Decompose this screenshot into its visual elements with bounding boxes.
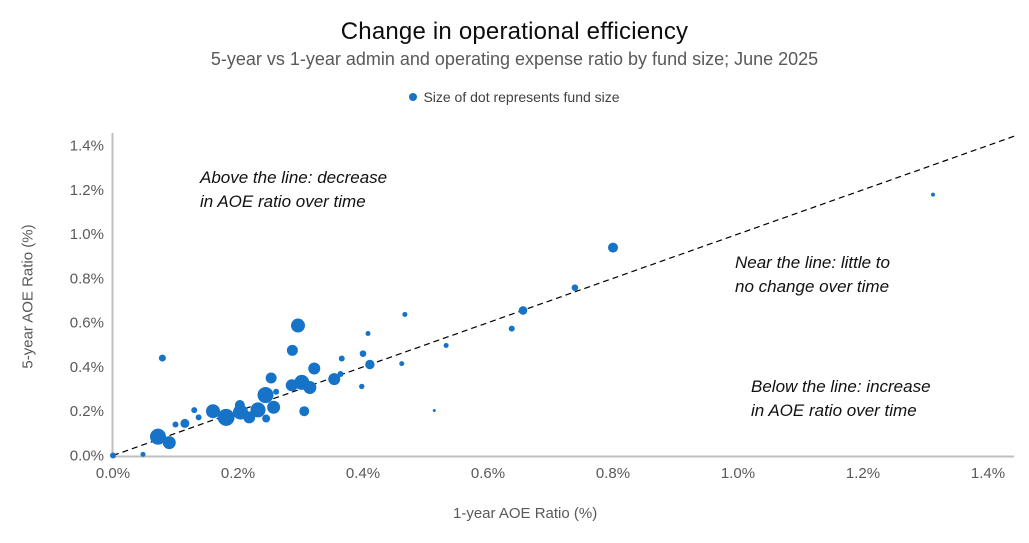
- y-tick-label: 0.8%: [70, 270, 104, 287]
- data-point: [191, 407, 198, 414]
- annotation-below-line-1: Below the line: increase: [751, 377, 931, 396]
- data-point: [262, 414, 271, 423]
- data-point: [571, 284, 579, 291]
- x-tick-label: 1.2%: [846, 465, 880, 482]
- annotation-near-line-1: Near the line: little to: [735, 253, 890, 272]
- data-point: [931, 192, 935, 197]
- data-point: [359, 350, 367, 357]
- data-point: [338, 355, 345, 362]
- data-point: [150, 428, 166, 445]
- data-point: [206, 404, 220, 419]
- data-point: [172, 421, 179, 428]
- data-point: [285, 379, 298, 392]
- x-tick-label: 1.4%: [971, 465, 1005, 482]
- annotation-near-line: Near the line: little to no change over …: [735, 251, 890, 299]
- data-point: [195, 414, 202, 421]
- chart-subtitle: 5-year vs 1-year admin and operating exp…: [210, 49, 819, 69]
- data-point: [267, 400, 281, 414]
- annotation-above-line: Above the line: decrease in AOE ratio ov…: [200, 166, 387, 214]
- data-point: [265, 372, 277, 384]
- y-tick-label: 1.2%: [70, 182, 104, 199]
- data-point: [299, 406, 310, 417]
- y-axis-title: 5-year AOE Ratio (%): [19, 224, 37, 369]
- data-point: [273, 388, 280, 395]
- legend-marker-icon: [409, 93, 418, 101]
- data-point: [365, 330, 371, 336]
- y-tick-label: 0.6%: [70, 315, 104, 332]
- annotation-above-line-2: in AOE ratio over time: [200, 192, 366, 211]
- data-point: [359, 383, 365, 390]
- annotation-near-line-2: no change over time: [735, 277, 890, 296]
- data-point: [432, 409, 436, 413]
- annotation-below-line: Below the line: increase in AOE ratio ov…: [751, 375, 931, 423]
- data-point: [328, 373, 341, 386]
- data-point: [508, 325, 515, 332]
- x-tick-label: 1.0%: [721, 465, 755, 482]
- x-axis-title: 1-year AOE Ratio (%): [453, 505, 598, 522]
- y-tick-label: 1.0%: [70, 226, 104, 243]
- data-point: [518, 306, 528, 315]
- data-point: [303, 381, 317, 395]
- chart-title: Change in operational efficiency: [340, 18, 689, 45]
- data-point: [162, 436, 176, 450]
- size-legend: Size of dot represents fund size: [0, 89, 1029, 105]
- x-tick-label: 0.2%: [221, 465, 255, 482]
- size-legend-label: Size of dot represents fund size: [423, 89, 620, 105]
- data-point: [308, 362, 321, 375]
- y-tick-label: 0.2%: [70, 403, 104, 420]
- x-tick-label: 0.8%: [596, 465, 630, 482]
- y-tick-label: 0.4%: [70, 359, 104, 376]
- data-point: [234, 400, 245, 411]
- x-tick-label: 0.0%: [96, 465, 130, 482]
- x-tick-label: 0.6%: [471, 465, 505, 482]
- data-point: [110, 452, 116, 459]
- data-point: [250, 402, 266, 418]
- annotation-below-line-2: in AOE ratio over time: [751, 401, 917, 420]
- x-tick-label: 0.4%: [346, 465, 380, 482]
- annotation-above-line-1: Above the line: decrease: [200, 168, 388, 187]
- data-point: [257, 387, 274, 404]
- data-point: [443, 342, 449, 348]
- data-point: [243, 411, 256, 424]
- data-point: [608, 242, 618, 253]
- data-point: [291, 318, 305, 333]
- y-tick-label: 1.4%: [70, 138, 104, 155]
- data-point: [399, 361, 405, 367]
- data-point: [217, 408, 235, 426]
- data-point: [158, 354, 166, 362]
- data-point: [140, 451, 146, 457]
- data-point: [180, 418, 190, 428]
- y-tick-label: 0.0%: [70, 448, 104, 465]
- data-point: [337, 371, 344, 378]
- data-point: [365, 359, 375, 370]
- data-point: [286, 344, 298, 356]
- data-point: [402, 311, 408, 317]
